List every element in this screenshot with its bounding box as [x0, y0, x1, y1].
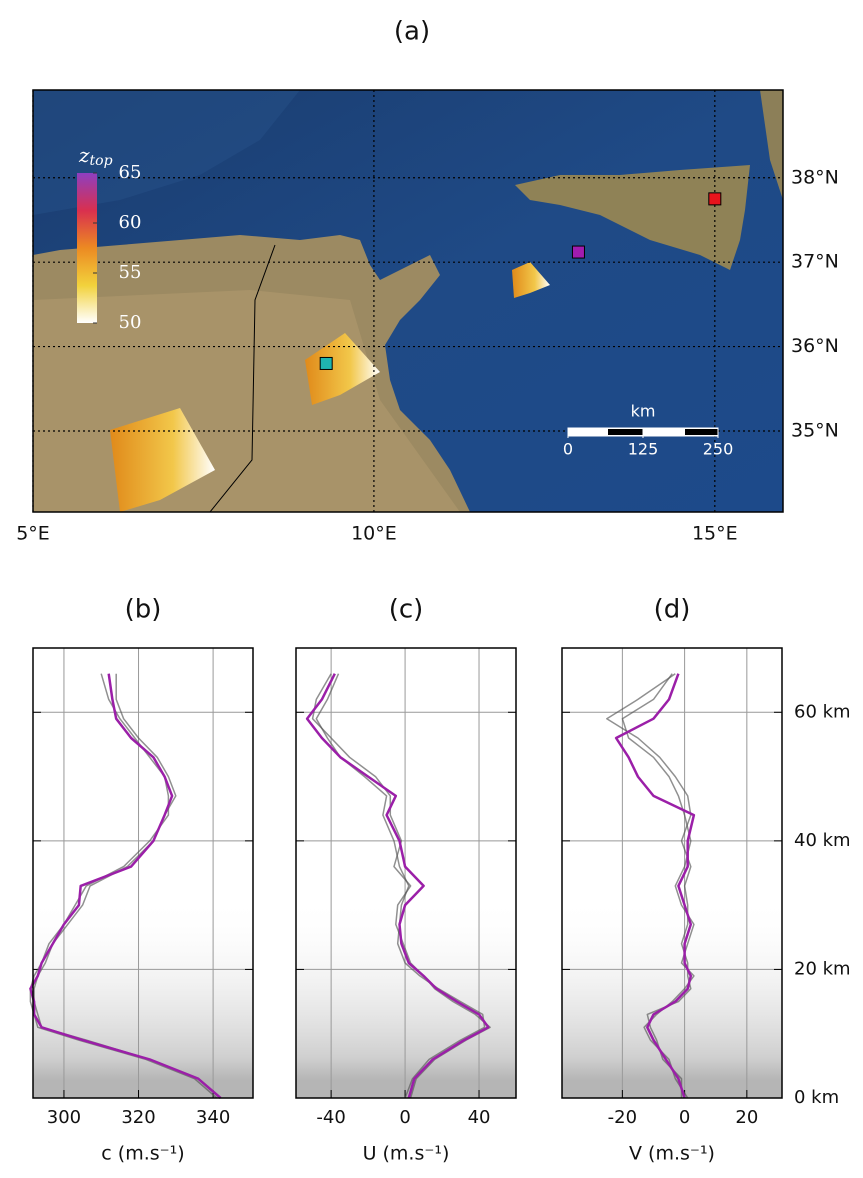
- land-italy: [760, 90, 783, 200]
- x-tick-label: 0: [679, 1107, 690, 1128]
- scalebar-tick-label: 250: [703, 440, 734, 459]
- x-tick-label: 20: [735, 1107, 758, 1128]
- scalebar-tick-label: 0: [563, 440, 573, 459]
- colorbar-tick-label: 65: [119, 162, 142, 183]
- y-tick-label: 36°N: [791, 335, 839, 357]
- panel-title: (d): [654, 595, 691, 625]
- fan: [305, 333, 380, 405]
- colorbar-label-main: z: [78, 143, 90, 167]
- border: [209, 244, 276, 512]
- y-tick-label: 40 km: [794, 830, 851, 851]
- panel-title: (c): [389, 595, 424, 625]
- plot-frame: [32, 647, 254, 1099]
- marker: [319, 356, 333, 370]
- x-tick-label: 320: [121, 1107, 155, 1128]
- shading-band: [296, 1080, 516, 1098]
- x-tick-label: -20: [608, 1107, 637, 1128]
- shading-band: [33, 1080, 253, 1098]
- shading: [562, 898, 782, 1098]
- x-tick-label: 40: [468, 1107, 491, 1128]
- x-tick-label: 340: [196, 1107, 230, 1128]
- colorbar: [77, 173, 97, 323]
- colorbar-tick-label: 55: [119, 262, 142, 283]
- colorbar-tick-label: 50: [119, 312, 142, 333]
- shading: [296, 898, 516, 1098]
- panel-title: (b): [125, 595, 162, 625]
- colorbar-label-sub: top: [90, 153, 113, 169]
- x-tick-label: 5°E: [16, 523, 50, 545]
- profile-line: [305, 673, 490, 1099]
- x-tick-label: 0: [399, 1107, 410, 1128]
- x-tick-label: 300: [47, 1107, 81, 1128]
- x-tick-label: 15°E: [692, 523, 738, 545]
- panel-title: (a): [394, 17, 430, 47]
- shading: [33, 898, 253, 1098]
- fan: [512, 262, 550, 298]
- y-tick-label: 20 km: [794, 958, 851, 979]
- y-tick-label: 0 km: [794, 1087, 839, 1108]
- y-tick-label: 35°N: [791, 419, 839, 441]
- scalebar-segment: [685, 429, 718, 435]
- fan: [110, 408, 215, 512]
- map-background: [33, 90, 783, 512]
- marker: [708, 192, 722, 206]
- x-axis-label: V (m.s⁻¹): [629, 1143, 715, 1165]
- x-axis-label: c (m.s⁻¹): [101, 1143, 184, 1165]
- x-tick-label: -40: [316, 1107, 345, 1128]
- scalebar-label: km: [631, 402, 656, 421]
- y-tick-label: 37°N: [791, 251, 839, 273]
- plot-frame: [295, 647, 517, 1099]
- colorbar-tick-label: 60: [119, 212, 142, 233]
- shelf: [33, 90, 300, 215]
- x-tick-label: 10°E: [351, 523, 397, 545]
- scalebar-tick-label: 125: [628, 440, 659, 459]
- profile-line: [29, 673, 222, 1099]
- y-tick-label: 60 km: [794, 701, 851, 722]
- plot-frame: [561, 647, 783, 1099]
- colorbar-label: ztop: [78, 143, 113, 170]
- shading-band: [562, 1080, 782, 1098]
- land-sicily: [515, 165, 750, 270]
- x-axis-label: U (m.s⁻¹): [363, 1143, 450, 1165]
- y-tick-label: 38°N: [791, 166, 839, 188]
- marker: [571, 245, 585, 259]
- scalebar-segment: [608, 429, 643, 435]
- profile-line: [614, 673, 696, 1099]
